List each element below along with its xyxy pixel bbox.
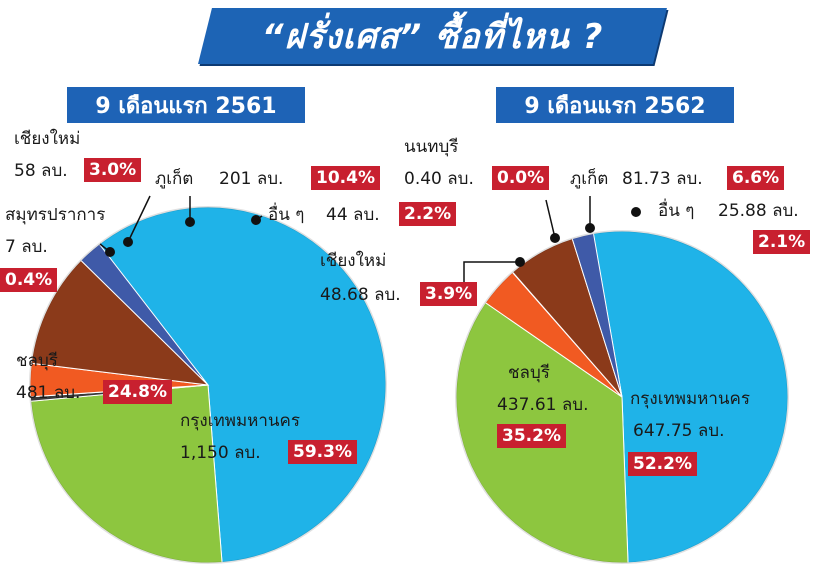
- chart-title-2562: 9 เดือนแรก 2562: [496, 87, 734, 123]
- pie-slice-phuket-2561: [30, 259, 210, 386]
- badge-chiangmai-2562: 3.9%: [420, 282, 478, 306]
- badge-chiangmai-2561: 3.0%: [84, 158, 142, 182]
- badge-phuket-2561: 10.4%: [311, 166, 380, 190]
- callout-dot: [631, 207, 641, 217]
- pie-slice-bangkok-2562: [592, 230, 789, 564]
- callout-line: [99, 243, 111, 253]
- badge-phuket-2562: 6.6%: [727, 166, 785, 190]
- value-bangkok-2562: 647.75 ลบ.: [633, 421, 725, 441]
- label-others-2561: อื่น ๆ: [268, 205, 305, 225]
- badge-nonthaburi-2562: 0.0%: [492, 166, 550, 190]
- value-phuket-2562: 81.73 ลบ.: [622, 169, 703, 189]
- pie-slice-others-2561: [80, 243, 209, 386]
- badge-others-2561: 2.2%: [399, 202, 457, 226]
- badge-chonburi-2561: 24.8%: [103, 380, 172, 404]
- label-chonburi-2562: ชลบุรี: [508, 363, 550, 383]
- pie-outline: [29, 206, 387, 564]
- pie-slice-others-2562: [571, 232, 623, 398]
- label-samutprakan-2561: สมุทรปราการ: [5, 205, 106, 225]
- value-others-2562: 25.88 ลบ.: [718, 201, 799, 221]
- label-nonthaburi-2562: นนทบุรี: [404, 137, 459, 157]
- page-title: “ฝรั่งเศส” ซื้อที่ไหน ?: [261, 17, 604, 57]
- label-chiangmai-2561: เชียงใหม่: [14, 129, 81, 149]
- value-chiangmai-2562: 48.68 ลบ.: [320, 285, 401, 305]
- value-samutprakan-2561: 7 ลบ.: [5, 237, 48, 257]
- badge-chonburi-2562: 35.2%: [497, 424, 566, 448]
- callout-line: [255, 215, 263, 221]
- pie-slice-bangkok-2561: [97, 206, 387, 563]
- value-nonthaburi-2562: 0.40 ลบ.: [404, 169, 474, 189]
- value-chonburi-2561: 481 ลบ.: [16, 383, 81, 403]
- label-phuket-2561: ภูเก็ต: [155, 169, 194, 189]
- label-phuket-2562: ภูเก็ต: [570, 169, 609, 189]
- label-others-2562: อื่น ๆ: [658, 201, 695, 221]
- badge-samutprakan-2561: 0.4%: [0, 268, 58, 292]
- badge-bangkok-2561: 59.3%: [288, 440, 357, 464]
- label-bangkok-2561: กรุงเทพมหานคร: [180, 411, 301, 431]
- pie-outline: [455, 230, 789, 564]
- callout-dot: [123, 237, 133, 247]
- callout-line: [545, 199, 556, 239]
- value-others-2561: 44 ลบ.: [326, 205, 380, 225]
- callout-line: [127, 195, 151, 243]
- badge-bangkok-2562: 52.2%: [628, 452, 697, 476]
- value-chonburi-2562: 437.61 ลบ.: [497, 395, 589, 415]
- value-chiangmai-2561: 58 ลบ.: [14, 161, 68, 181]
- value-bangkok-2561: 1,150 ลบ.: [180, 443, 261, 463]
- value-phuket-2561: 201 ลบ.: [219, 169, 284, 189]
- badge-others-2562: 2.1%: [753, 230, 811, 254]
- pie-slice-chonburi-2561: [30, 384, 223, 564]
- label-bangkok-2562: กรุงเทพมหานคร: [630, 389, 751, 409]
- label-chonburi-2561: ชลบุรี: [16, 351, 58, 371]
- label-chiangmai-2562: เชียงใหม่: [320, 251, 387, 271]
- chart-title-2561: 9 เดือนแรก 2561: [67, 87, 305, 123]
